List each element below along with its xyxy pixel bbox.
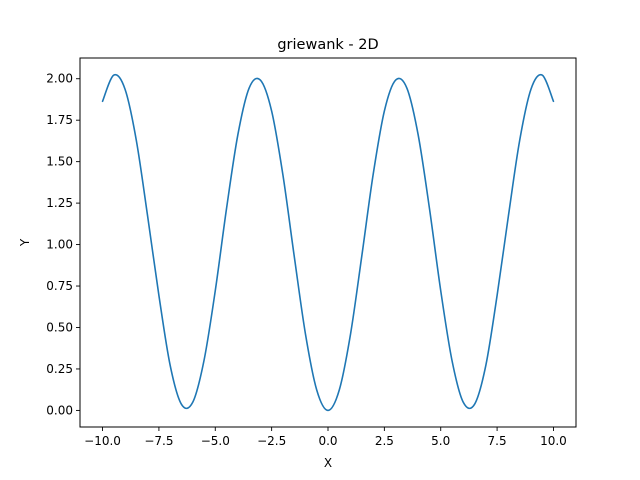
y-tick-label: 1.00 bbox=[46, 238, 73, 252]
x-tick-label: 10.0 bbox=[540, 434, 567, 448]
y-tick-label: 0.25 bbox=[46, 362, 73, 376]
series-line-0 bbox=[101, 73, 555, 412]
x-tick-label: −7.5 bbox=[144, 434, 173, 448]
x-tick-label: 2.5 bbox=[375, 434, 394, 448]
x-tick-label: −10.0 bbox=[84, 434, 121, 448]
x-tick-label: −2.5 bbox=[257, 434, 286, 448]
x-axis-label: X bbox=[324, 456, 332, 470]
y-axis-label: Y bbox=[18, 238, 32, 247]
y-tick-label: 0.50 bbox=[46, 320, 73, 334]
series-layer bbox=[101, 73, 555, 412]
x-tick-label: 5.0 bbox=[431, 434, 450, 448]
y-tick-label: 0.00 bbox=[46, 403, 73, 417]
y-tick-label: 1.25 bbox=[46, 196, 73, 210]
y-tick-label: 0.75 bbox=[46, 279, 73, 293]
x-tick-label: 0.0 bbox=[318, 434, 337, 448]
chart-title: griewank - 2D bbox=[277, 37, 378, 53]
plot-area bbox=[80, 58, 576, 427]
y-tick-label: 2.00 bbox=[46, 72, 73, 86]
y-tick-label: 1.75 bbox=[46, 113, 73, 127]
x-tick-label: −5.0 bbox=[201, 434, 230, 448]
x-axis: −10.0 −7.5 −5.0 −2.5 0.0 2.5 5.0 7.5 10.0 bbox=[84, 427, 567, 448]
x-tick-label: 7.5 bbox=[488, 434, 507, 448]
y-axis: 0.00 0.25 0.50 0.75 1.00 1.25 1.50 1.75 2.00 bbox=[46, 72, 80, 417]
y-tick-label: 1.50 bbox=[46, 155, 73, 169]
